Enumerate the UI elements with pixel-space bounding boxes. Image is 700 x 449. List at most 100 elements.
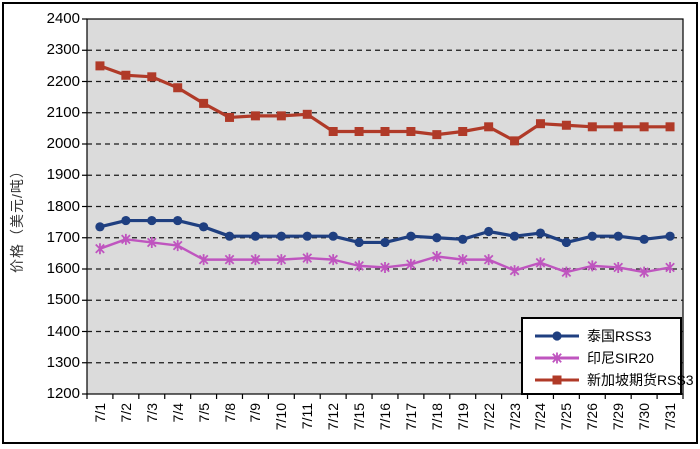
data-point-circle	[173, 215, 183, 226]
data-point-star	[172, 240, 183, 252]
data-point-circle	[276, 231, 286, 241]
x-axis-label: 7/26	[584, 403, 601, 431]
data-point-star	[587, 260, 598, 272]
x-axis-label: 7/4	[169, 403, 186, 423]
data-point-circle	[121, 215, 131, 226]
data-point-star	[535, 257, 546, 269]
data-point-circle	[613, 231, 623, 241]
data-point-circle	[250, 231, 261, 241]
data-point-square	[250, 111, 260, 121]
data-point-star	[509, 265, 520, 277]
data-point-circle	[535, 228, 546, 238]
y-axis-label: 1800	[46, 197, 80, 215]
y-axis-label: 1500	[46, 291, 80, 309]
legend-marker-sample	[535, 352, 579, 364]
data-point-circle	[354, 237, 364, 248]
data-point-square	[199, 98, 209, 108]
x-axis-label: 7/31	[662, 403, 679, 431]
x-axis-label: 7/18	[428, 403, 445, 431]
data-point-circle	[147, 215, 157, 226]
data-point-circle	[95, 222, 105, 232]
data-point-square	[535, 119, 545, 129]
legend-marker-sample	[535, 331, 579, 341]
data-point-square	[173, 83, 183, 93]
data-point-square	[328, 127, 338, 136]
x-axis-label: 7/19	[454, 403, 471, 431]
data-point-star	[302, 252, 313, 264]
y-axis-label: 1400	[46, 322, 80, 340]
data-point-square	[225, 112, 235, 122]
data-point-circle	[432, 233, 442, 243]
data-point-circle	[552, 331, 562, 341]
x-axis-label: 7/3	[143, 403, 160, 423]
data-point-square	[458, 127, 468, 136]
data-point-star	[224, 254, 235, 266]
data-point-star	[457, 254, 468, 266]
data-point-star	[198, 254, 209, 266]
legend-marker-sample	[535, 375, 579, 385]
x-axis-label: 7/12	[325, 403, 342, 431]
data-point-star	[483, 254, 494, 266]
data-point-star	[431, 251, 442, 262]
x-axis-label: 7/11	[299, 403, 316, 430]
data-point-star	[561, 266, 572, 278]
data-point-star	[665, 261, 675, 273]
data-point-square	[432, 130, 442, 140]
y-axis-label: 1300	[46, 353, 80, 371]
data-point-circle	[484, 226, 494, 237]
data-point-circle	[509, 231, 520, 241]
x-axis-label: 7/10	[273, 403, 290, 431]
data-point-circle	[328, 231, 338, 241]
data-point-star	[276, 254, 287, 266]
x-axis-label: 7/29	[610, 403, 627, 431]
x-axis-label: 7/30	[636, 403, 653, 431]
data-point-square	[302, 109, 312, 119]
x-axis-label: 7/1	[91, 403, 108, 423]
data-point-circle	[199, 222, 209, 232]
x-axis-label: 7/5	[195, 403, 212, 423]
data-point-square	[147, 72, 157, 82]
data-point-square	[406, 127, 416, 136]
x-axis-label: 7/24	[532, 403, 549, 431]
x-axis-label: 7/23	[506, 403, 523, 431]
data-point-star	[328, 254, 339, 266]
data-point-star	[95, 243, 105, 255]
data-point-star	[639, 266, 649, 278]
x-axis-label: 7/17	[402, 403, 419, 431]
x-axis-label: 7/25	[558, 403, 575, 431]
data-point-star	[380, 261, 390, 273]
data-point-star	[613, 261, 624, 273]
data-point-circle	[587, 231, 597, 241]
y-axis-title: 价格（美元/吨）	[9, 163, 25, 273]
x-axis-label: 7/22	[480, 403, 497, 431]
data-point-circle	[458, 234, 468, 244]
y-axis-label: 1900	[46, 166, 80, 184]
legend: 泰国RSS3 印尼SIR20 新加坡期货RSS3	[521, 317, 694, 395]
x-axis-label: 7/15	[351, 403, 368, 431]
data-point-square	[613, 122, 623, 132]
data-point-circle	[561, 237, 571, 248]
x-axis-label: 7/8	[221, 403, 238, 423]
x-axis-label: 7/16	[377, 403, 393, 431]
legend-item-1: 印尼SIR20	[533, 347, 680, 369]
y-axis-label: 2000	[46, 135, 80, 152]
data-point-circle	[665, 231, 675, 241]
y-axis-label: 1700	[46, 228, 80, 246]
data-point-square	[276, 111, 286, 121]
data-point-star	[406, 258, 416, 270]
data-point-circle	[639, 234, 649, 244]
data-point-square	[380, 127, 390, 136]
y-axis-label: 2300	[46, 41, 80, 59]
y-axis-label: 2100	[46, 103, 80, 121]
data-point-circle	[406, 231, 416, 241]
data-point-square	[639, 122, 649, 132]
data-point-circle	[380, 237, 390, 248]
data-point-square	[484, 122, 494, 132]
data-point-star	[250, 254, 261, 266]
y-axis-label: 2200	[46, 72, 80, 90]
data-point-star	[354, 260, 364, 272]
data-point-star	[146, 236, 157, 248]
y-axis-label: 1200	[46, 385, 80, 402]
legend-label: 泰国RSS3	[587, 328, 652, 344]
